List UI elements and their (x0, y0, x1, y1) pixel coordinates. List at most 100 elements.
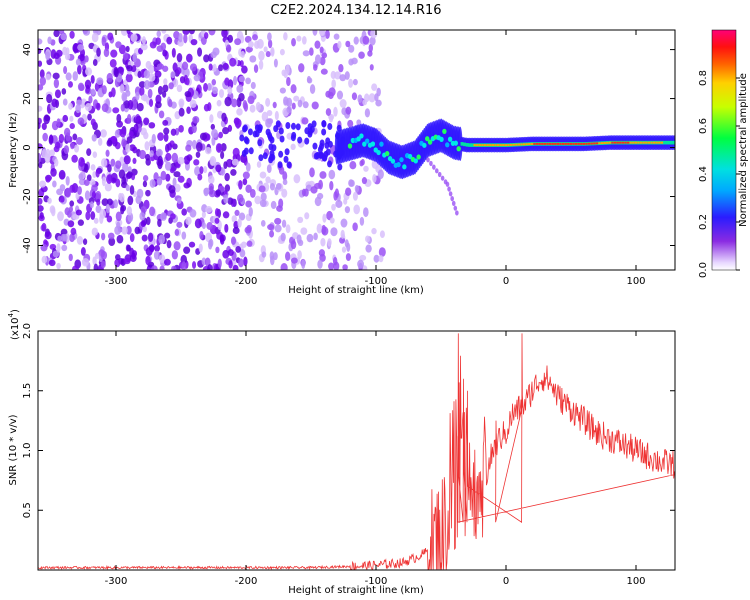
spectrogram-cell (190, 38, 198, 46)
spectrogram-cell (72, 265, 79, 270)
spectrogram-cell (166, 240, 172, 249)
spectrogram-cell (119, 128, 127, 138)
spectrogram-cell (54, 141, 61, 149)
spectrogram-cell (238, 180, 243, 190)
spectrogram-cell (125, 84, 130, 93)
spectrogram-cell (230, 236, 237, 245)
spectrogram-cell (265, 118, 272, 128)
ridge-peak (546, 142, 549, 145)
spectrogram-cell (356, 119, 362, 126)
spectrogram-cell (134, 226, 141, 235)
spectrogram-cell (345, 106, 352, 115)
ridge-core (465, 143, 469, 147)
spectrogram-cell (185, 77, 190, 86)
ridge-peak (652, 141, 656, 144)
spectrogram-cell (248, 147, 254, 155)
spectrogram-cell (342, 264, 348, 270)
spectrogram-cell (279, 135, 285, 143)
spectrogram-cell (38, 197, 43, 205)
spectrogram-cell (130, 33, 138, 43)
spectrogram-cell (203, 166, 208, 174)
spectrogram-cell (39, 69, 45, 79)
spectrogram-cell (96, 77, 104, 86)
spectrogram-cell (129, 185, 135, 195)
spectrogram-cell (162, 119, 169, 126)
spectrogram-cell (352, 78, 358, 86)
spectrogram-cell (57, 235, 62, 242)
spectrogram-cell (204, 32, 209, 40)
spectrogram-cell (328, 262, 335, 270)
spectrogram-cell (325, 137, 331, 145)
spectrogram-cell (291, 102, 296, 110)
spectrogram-cell (70, 142, 75, 150)
spectrogram-cell (183, 182, 191, 189)
x-tick-label: 0 (503, 576, 509, 587)
spectrogram-cell (145, 255, 151, 266)
spectrogram-cell (46, 93, 53, 104)
spectrogram-cell (279, 87, 286, 94)
spectrogram-cell (126, 136, 133, 144)
spectrogram-cell (314, 182, 322, 189)
spectrogram-cell (265, 51, 271, 58)
spectrogram-cell (65, 72, 72, 81)
spectrogram-cell (44, 231, 52, 240)
spectrogram-cell (77, 186, 82, 195)
spectrogram-cell (75, 104, 81, 114)
spectrogram-cell (186, 154, 193, 162)
spectrogram-cell (301, 35, 307, 45)
spectrogram-cell (143, 117, 150, 126)
spectrogram-cell (78, 173, 84, 181)
spectrogram-cell (63, 145, 70, 155)
spectrogram-cell (301, 117, 309, 125)
spectrogram-cell (273, 58, 278, 68)
spectrogram-cell (73, 144, 80, 153)
spectrogram-cell (45, 148, 51, 159)
spectrogram-cell (105, 203, 110, 214)
spectrogram-cell (53, 30, 60, 38)
spectrogram-cell (97, 137, 103, 146)
spectrogram-cell (71, 154, 78, 163)
spectrogram-cell (168, 185, 176, 194)
spectrogram-cell (364, 108, 371, 118)
ridge-core (460, 142, 464, 146)
spectrogram-cell (40, 243, 48, 252)
spectrogram-cell (220, 234, 226, 242)
spectrogram-cell (125, 45, 130, 53)
spectrogram-cell (209, 156, 217, 167)
spectrogram-cell (89, 201, 94, 209)
spectrogram-cell (290, 122, 296, 130)
ridge-peak (577, 142, 580, 145)
spectrogram-cell (146, 216, 151, 226)
spectrogram-cell (313, 152, 319, 160)
spectrogram-cell (270, 200, 277, 210)
ridge-peak (595, 142, 599, 145)
spectrogram-cell (194, 218, 202, 229)
spectrogram-cell (84, 163, 89, 174)
spectrogram-cell (100, 250, 108, 260)
spectrogram-cell (327, 91, 334, 100)
spectrogram-cell (108, 237, 116, 247)
ridge-peak (598, 142, 601, 145)
spectrogram-cell (149, 244, 155, 253)
spectrogram-cell (93, 217, 99, 224)
spectrogram-cell (236, 108, 243, 116)
spectrogram-cell (286, 76, 291, 87)
spectrogram-cell (69, 115, 74, 122)
spectrogram-cell (174, 228, 180, 236)
spectrogram-cell (248, 206, 253, 217)
spectrogram-cell (224, 77, 230, 86)
spectrogram-cell (304, 137, 310, 145)
spectrogram-cell (173, 171, 181, 178)
spectrogram-cell (173, 30, 180, 40)
spectrogram-cell (67, 210, 72, 218)
y-tick-label: -20 (22, 188, 33, 204)
spectrogram-cell (149, 179, 156, 188)
ridge-core (673, 140, 675, 145)
spectrogram-cell (58, 169, 66, 180)
ridge-core (445, 142, 450, 148)
spectrogram-cell (121, 139, 127, 148)
spectrogram-cell (193, 74, 201, 82)
spectrogram-cell (207, 82, 212, 91)
spectrogram-cell (85, 211, 91, 221)
spectrogram-cell (161, 30, 167, 34)
